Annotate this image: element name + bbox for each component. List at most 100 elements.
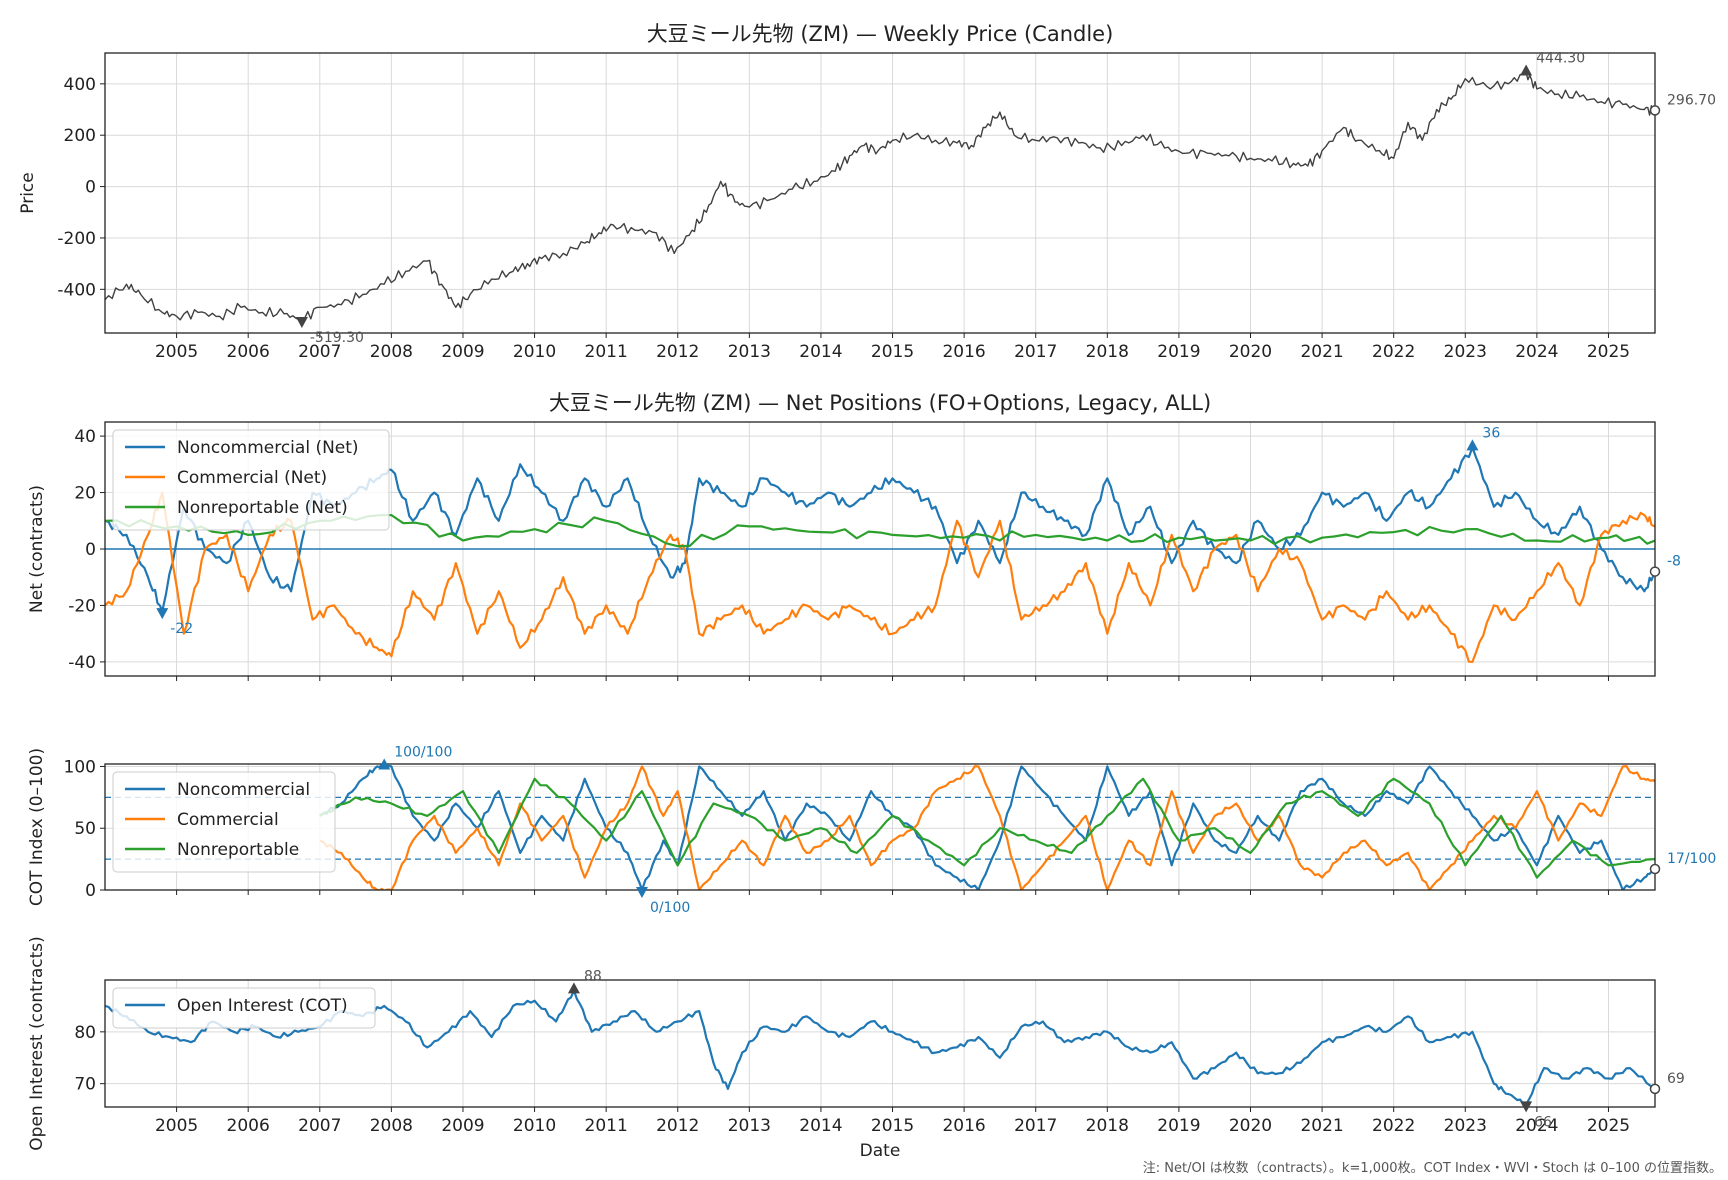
ytick-label: 80 [74,1023,96,1043]
xtick-label: 2010 [513,342,556,362]
min-value-label: 66 [1534,1114,1552,1130]
last-value-label: 296.70 [1667,92,1716,108]
panel-price: 400 200 0 -200 -400 2005 2006 2007 2008 2009 2010 2… [18,22,1716,362]
ytick-label: -200 [57,229,96,249]
panel-net: 40 20 0 -20 -40 大豆ミール先物 (ZM) — Net Positions … [27,391,1681,681]
xtick-label: 2014 [799,342,842,362]
legend-box [112,987,376,1029]
min-marker [1520,1101,1533,1113]
xtick-label: 2016 [942,342,985,362]
xtick-label: 2008 [370,342,413,362]
series-line-commercial [319,765,1655,890]
footnote: 注: Net/OI は枚数（contracts）。k=1,000枚。COT In… [1143,1161,1722,1176]
series-line-price [105,71,1655,321]
min-value-label: -22 [170,621,193,637]
series-line-noncommercial [319,764,1655,890]
ytick-label: 0 [85,178,96,198]
legend-label: Nonreportable (Net) [177,498,348,518]
xtick-label: 2009 [441,342,484,362]
xtick-label: 2021 [1300,342,1343,362]
xtick-label: 2020 [1229,1116,1272,1136]
ytick-label: 0 [85,540,96,560]
series-line-commercial-net- [105,491,1655,663]
ytick-label: 200 [64,126,96,146]
plot-frame [104,421,1656,677]
xtick-label: 2005 [155,342,198,362]
legend-label: Commercial [177,810,279,830]
ytick-label: -20 [68,596,96,616]
ytick-label: 50 [74,819,96,839]
last-value-label: -8 [1667,554,1681,570]
max-value-label: 444.30 [1536,50,1585,66]
xtick-label: 2025 [1587,1116,1630,1136]
series-group [105,71,1655,321]
xtick-label: 2024 [1515,342,1558,362]
y-axis-label: Price [18,172,38,213]
panel-title: 大豆ミール先物 (ZM) — Net Positions (FO+Options… [549,391,1211,415]
plot-frame [104,979,1656,1108]
legend-label: Open Interest (COT) [177,996,348,1016]
series-line-nonreportable [319,777,1655,879]
xtick-label: 2011 [585,342,628,362]
ytick-label: 100 [64,757,96,777]
panel-cot: 100 50 0 COT Index (0–100) 100/100 0/100 17/10… [27,744,1716,916]
legend-label: Commercial (Net) [177,468,327,488]
last-marker [1649,566,1661,577]
panel-title: 大豆ミール先物 (ZM) — Weekly Price (Candle) [647,22,1114,46]
max-value-label: 100/100 [394,744,452,760]
xtick-label: 2011 [585,1116,628,1136]
xtick-label: 2014 [799,1116,842,1136]
ytick-label: -40 [68,653,96,673]
max-marker [1466,439,1479,451]
legend-box [112,771,336,873]
xtick-label: 2013 [728,342,771,362]
y-axis-label: COT Index (0–100) [27,748,47,906]
xtick-label: 2016 [942,1116,985,1136]
min-marker [635,887,648,898]
y-axis-label: Open Interest (contracts) [27,936,47,1150]
xtick-label: 2015 [871,342,914,362]
xtick-label: 2008 [370,1116,413,1136]
min-marker [295,316,308,328]
min-marker [156,608,169,620]
ytick-label: 40 [74,427,96,447]
legend-label: Noncommercial (Net) [177,438,359,458]
max-marker [567,982,580,994]
ytick-label: 70 [74,1075,96,1095]
xtick-label: 2009 [441,1116,484,1136]
xtick-label: 2005 [155,1116,198,1136]
xtick-label: 2006 [227,1116,270,1136]
panel-oi: 80 70 2005 2006 2007 2008 2009 2010 2011 2012 2013… [27,936,1685,1161]
last-marker [1649,1083,1661,1095]
xtick-label: 2012 [656,342,699,362]
last-value-label: 69 [1667,1071,1685,1087]
series-group [319,764,1655,890]
xtick-label: 2017 [1014,1116,1057,1136]
x-axis-label: Date [860,1141,901,1161]
xtick-label: 2013 [728,1116,771,1136]
max-marker [378,758,391,770]
legend-label: Nonreportable [177,840,299,860]
xtick-label: 2023 [1444,342,1487,362]
xtick-label: 2006 [227,342,270,362]
xtick-label: 2021 [1300,1116,1343,1136]
xtick-label: 2007 [298,342,341,362]
max-marker [1520,64,1533,76]
max-value-label: 88 [584,968,602,984]
xtick-label: 2022 [1372,1116,1415,1136]
xtick-label: 2025 [1587,342,1630,362]
xtick-label: 2018 [1086,342,1129,362]
xtick-label: 2020 [1229,342,1272,362]
xtick-label: 2018 [1086,1116,1129,1136]
min-value-label: -519.30 [310,330,364,346]
xtick-label: 2019 [1157,1116,1200,1136]
last-marker [1649,863,1661,875]
ytick-label: 0 [85,881,96,901]
y-axis-label: Net (contracts) [27,485,47,613]
xtick-label: 2010 [513,1116,556,1136]
xtick-label: 2017 [1014,342,1057,362]
xtick-label: 2007 [298,1116,341,1136]
xtick-label: 2022 [1372,342,1415,362]
